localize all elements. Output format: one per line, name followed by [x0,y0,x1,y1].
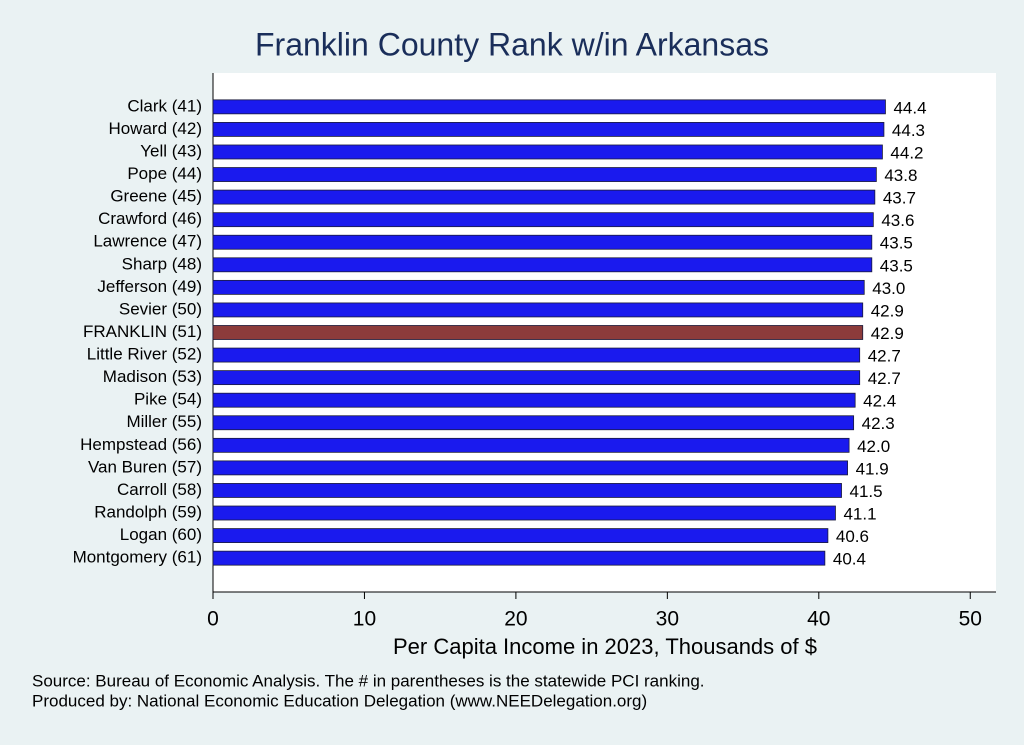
bar [212,302,864,318]
producer-note: Produced by: National Economic Education… [32,691,647,710]
y-tick-label: Miller (55) [126,412,202,431]
y-tick-label: Montgomery (61) [73,548,202,567]
bar [212,212,874,228]
bar [212,189,876,205]
value-label: 40.6 [836,527,869,546]
bar [212,437,850,453]
bar [212,257,873,273]
bar [212,460,848,476]
y-tick-label: Logan (60) [120,525,202,544]
value-label: 44.3 [892,121,925,140]
y-tick-label: Sharp (48) [122,254,202,273]
y-tick-label: Jefferson (49) [97,277,202,296]
y-tick-label: FRANKLIN (51) [83,322,202,341]
value-label: 42.9 [871,324,904,343]
bar [212,483,842,498]
y-tick-label: Madison (53) [103,367,202,386]
y-tick-label: Randolph (59) [94,503,202,522]
bar [212,167,877,182]
x-axis-label: Per Capita Income in 2023, Thousands of … [393,634,817,659]
value-label: 42.0 [857,437,890,456]
value-label: 43.7 [883,189,916,208]
value-label: 42.9 [871,301,904,320]
value-label: 43.5 [880,256,913,275]
x-tick-label: 40 [807,608,830,631]
y-tick-label: Pope (44) [127,164,202,183]
value-label: 43.8 [884,166,917,185]
value-label: 40.4 [833,550,866,569]
x-tick-label: 50 [959,608,982,631]
y-tick-label: Crawford (46) [98,209,202,228]
value-label: 44.2 [890,143,923,162]
x-tick-label: 0 [207,608,219,631]
value-label: 42.3 [862,414,895,433]
x-tick-label: 30 [656,608,679,631]
bar [212,550,826,566]
y-tick-label: Greene (45) [110,187,202,206]
source-note: Source: Bureau of Economic Analysis. The… [32,671,705,690]
chart-title: Franklin County Rank w/in Arkansas [255,26,769,62]
value-label: 41.9 [856,459,889,478]
value-label: 41.1 [843,505,876,524]
bar [212,370,861,386]
value-label: 42.4 [863,392,896,411]
bar [212,122,885,137]
bar [212,528,829,543]
y-tick-label: Little River (52) [87,345,202,364]
y-tick-label: Yell (43) [140,141,202,160]
x-tick-label: 20 [504,608,527,631]
bar [212,144,883,160]
value-label: 42.7 [868,347,901,366]
bar [212,99,886,115]
y-tick-label: Carroll (58) [117,480,202,499]
y-tick-label: Pike (54) [134,390,202,409]
bar [212,234,873,250]
x-tick-label: 10 [353,608,376,631]
bar [212,279,865,295]
bar [212,325,864,340]
value-label: 43.5 [880,234,913,253]
value-label: 41.5 [850,482,883,501]
value-label: 44.4 [893,98,926,117]
bar [212,392,856,408]
value-label: 43.0 [872,279,905,298]
y-tick-label: Sevier (50) [119,299,202,318]
bar [212,415,855,431]
y-tick-label: Van Buren (57) [88,457,202,476]
value-label: 42.7 [868,369,901,388]
y-tick-label: Lawrence (47) [93,232,202,251]
bar [212,347,861,363]
y-tick-label: Clark (41) [127,96,202,115]
y-tick-label: Hempstead (56) [80,435,202,454]
y-tick-label: Howard (42) [108,119,202,138]
value-label: 43.6 [881,211,914,230]
bar [212,505,836,521]
